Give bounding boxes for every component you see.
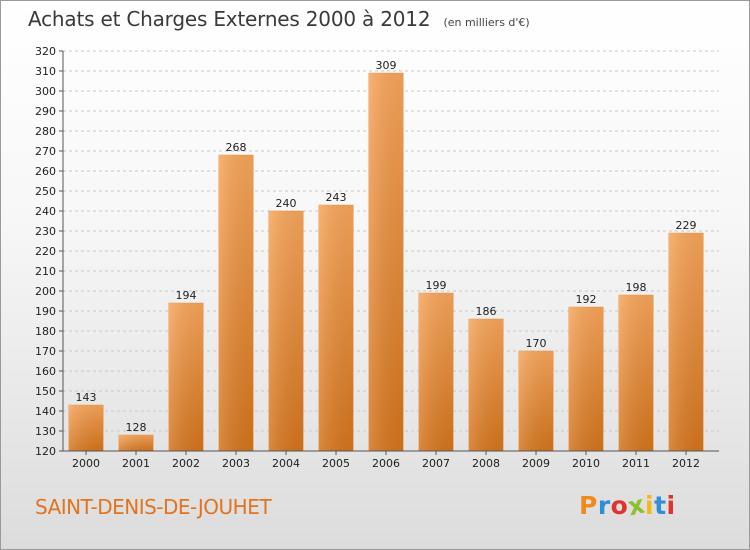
y-tick-label: 130 [35, 425, 56, 438]
bar-shine-2008 [468, 319, 504, 451]
y-tick-label: 190 [35, 305, 56, 318]
commune-name: SAINT-DENIS-DE-JOUHET [35, 495, 272, 519]
logo-letter: i [666, 491, 676, 520]
proxiti-logo: Proxiti [579, 490, 676, 522]
y-tick-label: 230 [35, 225, 56, 238]
bar-shine-2005 [318, 205, 354, 451]
value-label-2006: 309 [376, 59, 397, 72]
bar-shine-2010 [568, 307, 604, 451]
x-tick-label-2004: 2004 [272, 457, 300, 470]
logo-letter: P [579, 491, 598, 520]
bar-shine-2001 [118, 435, 154, 451]
y-tick-label: 120 [35, 445, 56, 458]
y-tick-label: 270 [35, 145, 56, 158]
chart-title: Achats et Charges Externes 2000 à 2012 [28, 7, 431, 31]
value-label-2001: 128 [126, 421, 147, 434]
x-tick-label-2001: 2001 [122, 457, 150, 470]
bar-shine-2011 [618, 295, 654, 451]
y-tick-label: 240 [35, 205, 56, 218]
x-tick-label-2010: 2010 [572, 457, 600, 470]
y-tick-label: 310 [35, 65, 56, 78]
logo-letter: r [597, 491, 611, 520]
bar-shine-2006 [368, 73, 404, 451]
bar-shine-2004 [268, 211, 304, 451]
value-label-2008: 186 [476, 305, 497, 318]
value-label-2012: 229 [676, 219, 697, 232]
value-label-2011: 198 [626, 281, 647, 294]
x-tick-label-2005: 2005 [322, 457, 350, 470]
value-label-2004: 240 [276, 197, 297, 210]
x-tick-label-2003: 2003 [222, 457, 250, 470]
bar-shine-2009 [518, 351, 554, 451]
value-label-2005: 243 [326, 191, 347, 204]
value-label-2000: 143 [76, 391, 97, 404]
axis-layer: 120 130 140 150 160 170 180 190 200 210 220 230 240 2… [35, 45, 719, 470]
y-tick-label: 220 [35, 245, 56, 258]
chart-subtitle: (en milliers d'€) [443, 16, 530, 29]
value-label-2003: 268 [226, 141, 247, 154]
y-tick-label: 210 [35, 265, 56, 278]
x-tick-label-2011: 2011 [622, 457, 650, 470]
bar-shine-2007 [418, 293, 454, 451]
y-tick-label: 260 [35, 165, 56, 178]
y-tick-label: 290 [35, 105, 56, 118]
bar-shine-2012 [668, 233, 704, 451]
bar-shine-2000 [68, 405, 104, 451]
y-tick-label: 300 [35, 85, 56, 98]
bar-shine-2002 [168, 303, 204, 451]
x-tick-label-2006: 2006 [372, 457, 400, 470]
x-tick-label-2002: 2002 [172, 457, 200, 470]
y-tick-label: 320 [35, 45, 56, 58]
y-tick-label: 170 [35, 345, 56, 358]
x-tick-label-2008: 2008 [472, 457, 500, 470]
x-tick-label-2007: 2007 [422, 457, 450, 470]
value-label-2002: 194 [176, 289, 197, 302]
y-tick-label: 200 [35, 285, 56, 298]
x-tick-label-2012: 2012 [672, 457, 700, 470]
y-tick-label: 150 [35, 385, 56, 398]
x-tick-label-2000: 2000 [72, 457, 100, 470]
y-tick-label: 180 [35, 325, 56, 338]
y-tick-label: 140 [35, 405, 56, 418]
value-label-2007: 199 [426, 279, 447, 292]
x-tick-label-2009: 2009 [522, 457, 550, 470]
value-label-2010: 192 [576, 293, 597, 306]
bar-shine-2003 [218, 155, 254, 451]
y-tick-label: 280 [35, 125, 56, 138]
y-tick-label: 250 [35, 185, 56, 198]
y-tick-label: 160 [35, 365, 56, 378]
title-row: Achats et Charges Externes 2000 à 2012 (… [28, 7, 530, 31]
logo-letter: i [645, 491, 655, 520]
logo-letter: t [654, 491, 667, 520]
bar-layer: 143 128 194 268 240 243 309 199 186 170 192 198 229 [68, 59, 704, 452]
logo-letter: o [610, 491, 629, 520]
value-label-2009: 170 [526, 337, 547, 350]
